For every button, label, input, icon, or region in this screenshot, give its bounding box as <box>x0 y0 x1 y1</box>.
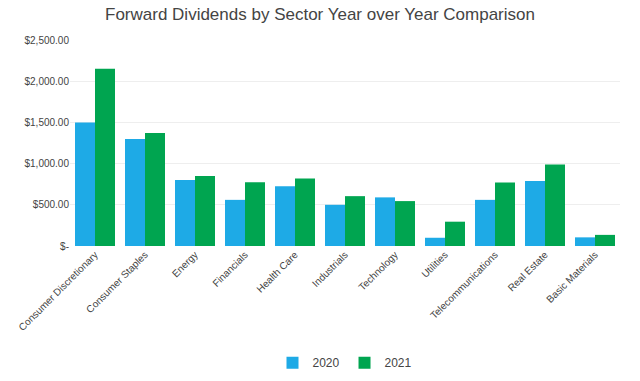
svg-text:Basic Materials: Basic Materials <box>544 249 600 305</box>
svg-text:$2,500.00: $2,500.00 <box>25 35 70 46</box>
svg-text:Forward Dividends by Sector Ye: Forward Dividends by Sector Year over Ye… <box>105 5 535 24</box>
svg-text:Consumer Discretionary: Consumer Discretionary <box>16 249 100 333</box>
svg-text:Industrials: Industrials <box>310 249 350 289</box>
svg-text:$1,500.00: $1,500.00 <box>25 117 70 128</box>
svg-text:Utilities: Utilities <box>419 249 450 280</box>
svg-text:Health Care: Health Care <box>254 249 300 295</box>
svg-text:$2,000.00: $2,000.00 <box>25 76 70 87</box>
svg-text:2021: 2021 <box>385 356 412 370</box>
svg-text:$1,000.00: $1,000.00 <box>25 158 70 169</box>
svg-text:Technology: Technology <box>356 249 400 293</box>
svg-text:Financials: Financials <box>210 249 250 289</box>
svg-text:Telecommunications: Telecommunications <box>428 249 500 321</box>
svg-text:Consumer Staples: Consumer Staples <box>84 249 150 315</box>
svg-text:Real Estate: Real Estate <box>506 249 551 294</box>
svg-text:2020: 2020 <box>313 356 340 370</box>
svg-text:Energy: Energy <box>170 249 200 279</box>
svg-text:$-: $- <box>60 241 69 252</box>
svg-text:$500.00: $500.00 <box>33 199 70 210</box>
